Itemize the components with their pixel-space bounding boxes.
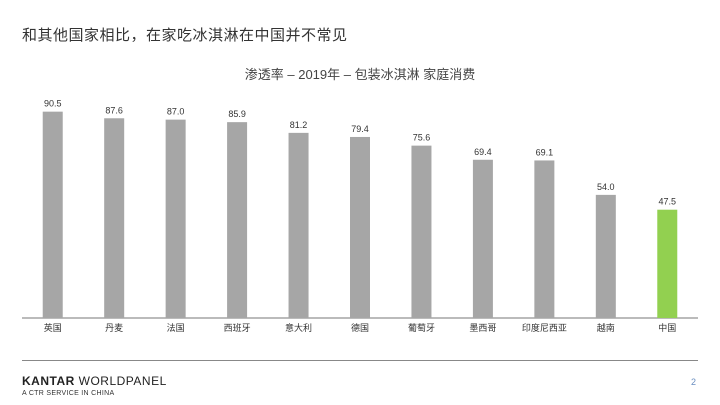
category-label-0: 英国 [44, 322, 62, 333]
footer-divider [22, 360, 698, 361]
bar-5 [350, 136, 370, 318]
chart-title: 渗透率 – 2019年 – 包装冰淇淋 家庭消费 [244, 67, 476, 82]
bar-10 [657, 209, 678, 318]
bar-1 [104, 118, 125, 318]
bar-4 [288, 132, 309, 318]
category-label-10: 中国 [658, 322, 676, 333]
brand-name-rest: WORLDPANEL [74, 374, 167, 388]
category-label-5: 德国 [351, 322, 369, 333]
value-label-2: 87.0 [167, 107, 185, 117]
bar-8 [534, 160, 555, 318]
bar-0 [42, 111, 63, 318]
value-label-3: 85.9 [228, 109, 246, 119]
value-label-8: 69.1 [536, 147, 554, 157]
category-label-4: 意大利 [285, 322, 312, 333]
category-label-2: 法国 [167, 322, 185, 333]
value-label-6: 75.6 [413, 133, 431, 143]
bar-9 [595, 194, 616, 318]
page-number: 2 [690, 377, 696, 387]
category-label-1: 丹麦 [105, 322, 123, 333]
category-label-6: 葡萄牙 [408, 322, 435, 333]
brand-logo: KANTAR WORLDPANEL [22, 374, 167, 388]
category-label-7: 墨西哥 [469, 323, 496, 333]
bar-3 [227, 122, 248, 318]
value-label-1: 87.6 [105, 105, 123, 115]
category-label-3: 西班牙 [224, 322, 251, 333]
bar-2 [165, 119, 186, 318]
brand-tagline: A CTR SERVICE IN CHINA [22, 390, 115, 397]
value-label-9: 54.0 [597, 182, 615, 192]
brand-name-bold: KANTAR [22, 374, 75, 388]
value-label-7: 69.4 [474, 147, 492, 157]
value-label-10: 47.5 [659, 197, 677, 207]
category-label-9: 越南 [597, 322, 615, 333]
category-label-8: 印度尼西亚 [522, 322, 567, 333]
slide-headline: 和其他国家相比，在家吃冰淇淋在中国并不常见 [22, 27, 348, 44]
value-label-4: 81.2 [290, 120, 308, 130]
value-label-0: 90.5 [44, 99, 62, 109]
bar-6 [411, 145, 432, 318]
bar-7 [472, 159, 493, 318]
value-label-5: 79.4 [351, 124, 369, 134]
